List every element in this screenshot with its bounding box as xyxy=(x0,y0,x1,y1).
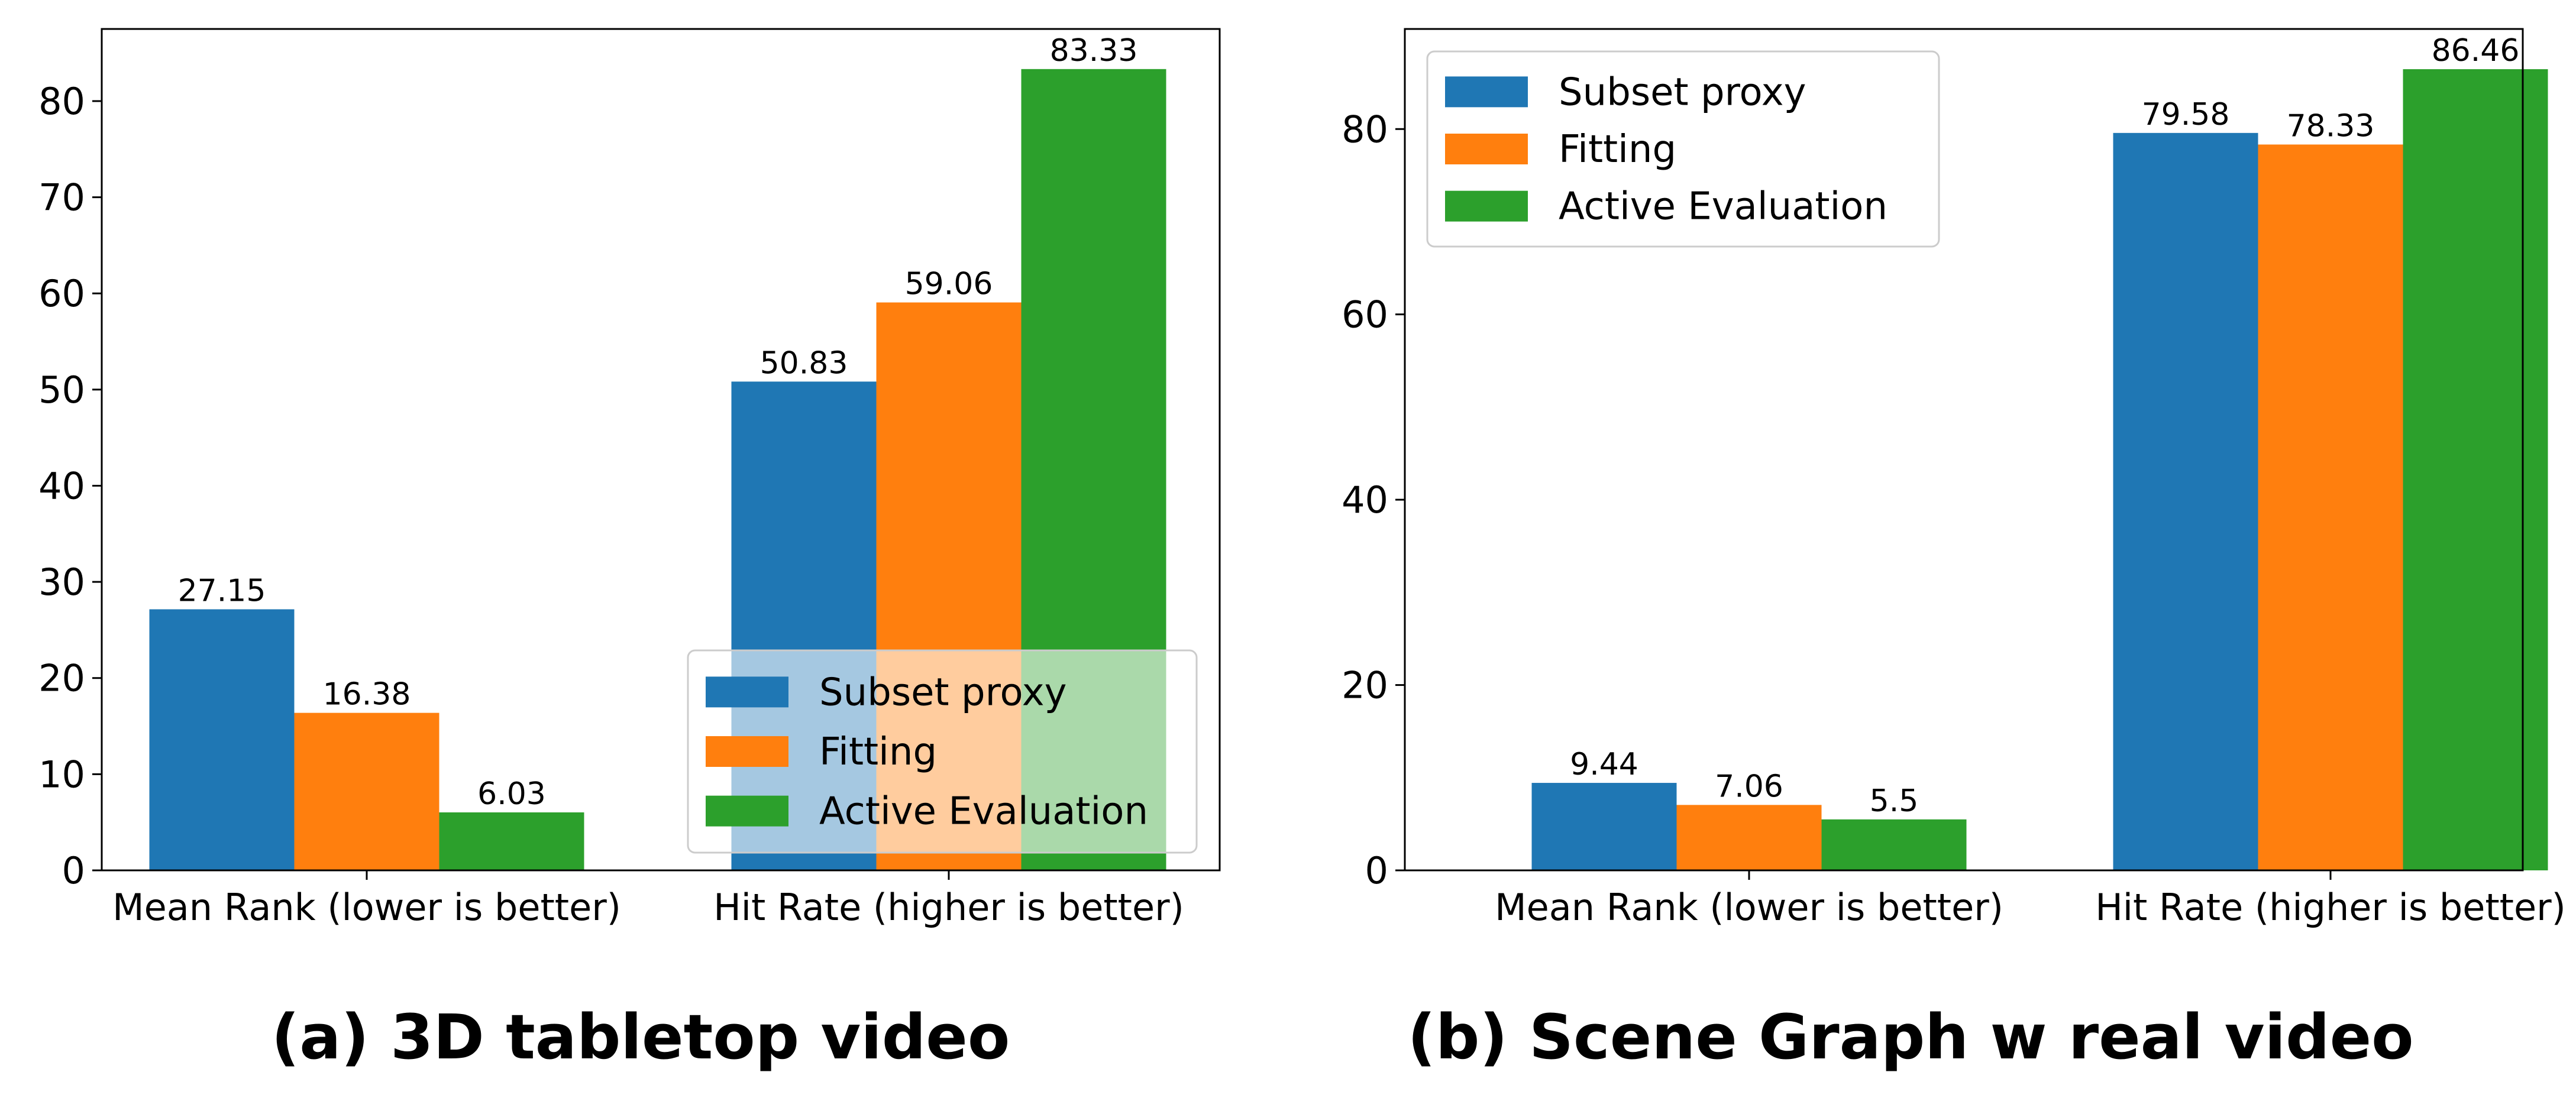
y-tick-label: 20 xyxy=(1342,664,1388,707)
y-tick-label: 60 xyxy=(1342,293,1388,336)
bar-value-label: 59.06 xyxy=(905,267,993,302)
bar-fitting-1 xyxy=(2258,144,2403,870)
bar-subset-proxy-0 xyxy=(1531,783,1677,870)
y-tick-label: 60 xyxy=(38,272,85,315)
bar-value-label: 83.33 xyxy=(1050,33,1138,69)
bar-fitting-0 xyxy=(294,712,439,870)
bar-value-label: 78.33 xyxy=(2287,108,2375,144)
legend-label: Active Evaluation xyxy=(819,790,1148,834)
legend-swatch xyxy=(706,676,788,708)
legend-label: Fitting xyxy=(819,730,937,774)
legend-swatch xyxy=(1445,190,1528,222)
x-tick-label: Hit Rate (higher is better) xyxy=(2095,886,2566,929)
bar-value-label: 6.03 xyxy=(477,776,546,812)
legend-box xyxy=(1426,50,1940,248)
y-tick-label: 50 xyxy=(38,368,85,412)
legend-box xyxy=(687,649,1198,854)
legend-label: Subset proxy xyxy=(819,671,1066,714)
bar-active-evaluation-0 xyxy=(439,812,584,870)
x-tick-label: Hit Rate (higher is better) xyxy=(713,886,1184,929)
bar-fitting-0 xyxy=(1676,805,1822,870)
legend-swatch xyxy=(706,795,788,827)
bar-value-label: 16.38 xyxy=(323,677,411,712)
legend-label: Active Evaluation xyxy=(1559,185,1887,229)
bar-value-label: 27.15 xyxy=(178,573,266,608)
y-tick-label: 0 xyxy=(62,849,85,892)
bar-value-label: 7.06 xyxy=(1715,769,1783,804)
x-tick-label: Mean Rank (lower is better) xyxy=(1495,886,2003,929)
y-tick-label: 40 xyxy=(1342,478,1388,522)
legend: Subset proxy Fitting Active Evaluation xyxy=(687,649,1198,854)
bar-value-label: 50.83 xyxy=(760,345,848,381)
bar-active-evaluation-1 xyxy=(2403,69,2548,871)
bar-value-label: 86.46 xyxy=(2432,33,2520,69)
legend-label: Fitting xyxy=(1559,128,1676,171)
y-tick-label: 20 xyxy=(38,657,85,700)
bar-subset-proxy-1 xyxy=(2113,132,2258,871)
legend-swatch xyxy=(1445,76,1528,108)
bar-value-label: 9.44 xyxy=(1570,747,1638,782)
x-tick-label: Mean Rank (lower is better) xyxy=(112,886,621,929)
y-tick-label: 40 xyxy=(38,464,85,507)
y-tick-label: 0 xyxy=(1365,849,1388,892)
bar-subset-proxy-0 xyxy=(149,609,295,870)
axes-frame xyxy=(1404,28,2524,872)
legend: Subset proxy Fitting Active Evaluation xyxy=(1426,50,1940,248)
legend-swatch xyxy=(1445,134,1528,164)
legend-swatch xyxy=(706,736,788,767)
chart-panel-a: 27.15 50.83 16.38 59.06 6.03 83.33 0 10 20 30 40 50… xyxy=(38,28,1221,1073)
y-tick-label: 10 xyxy=(38,753,85,796)
y-tick-label: 80 xyxy=(38,80,85,123)
bar-value-label: 5.5 xyxy=(1870,783,1919,819)
axes-frame xyxy=(101,28,1221,872)
legend-label: Subset proxy xyxy=(1559,70,1806,114)
panel-caption: (b) Scene Graph w real video xyxy=(1407,1001,2413,1073)
panel-caption: (a) 3D tabletop video xyxy=(272,1001,1010,1073)
chart-panel-b: 9.44 79.58 7.06 78.33 5.5 86.46 0 20 40 60 80 Mean … xyxy=(1342,28,2566,1073)
bar-active-evaluation-0 xyxy=(1821,819,1967,870)
y-tick-label: 80 xyxy=(1342,108,1388,151)
y-tick-label: 70 xyxy=(38,176,85,219)
y-tick-label: 30 xyxy=(38,561,85,604)
bar-value-label: 79.58 xyxy=(2142,97,2230,132)
